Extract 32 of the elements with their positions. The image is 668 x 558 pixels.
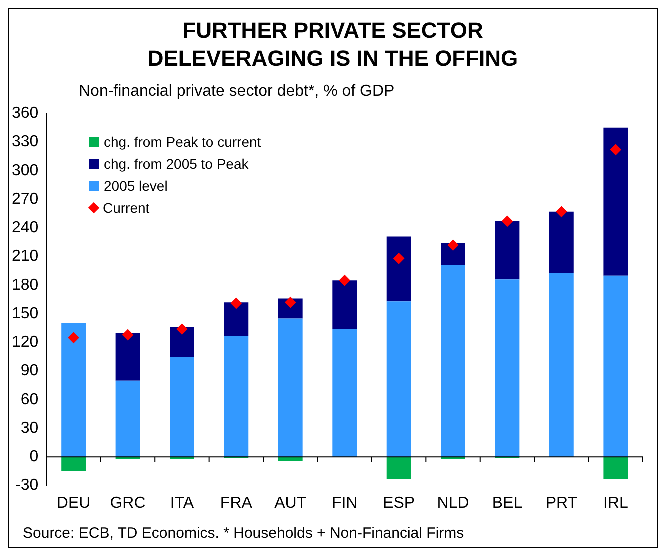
legend-label: chg. from 2005 to Peak — [104, 156, 249, 172]
y-tick-label: 270 — [12, 190, 39, 208]
y-tick-label: 30 — [20, 420, 39, 437]
legend-label: 2005 level — [104, 178, 168, 194]
x-tick-label: ESP — [383, 494, 416, 512]
y-tick-label: 210 — [12, 248, 39, 266]
y-tick-label: 60 — [20, 391, 39, 408]
legend-label: Current — [103, 200, 150, 216]
chart-title: FURTHER PRIVATE SECTOR DELEVERAGING IS IN THE OFFING — [146, 17, 520, 73]
y-tick-label: 300 — [12, 162, 39, 180]
x-tick-label: FRA — [220, 494, 253, 512]
legend-label: chg. from Peak to current — [104, 134, 262, 150]
source-note: Source: ECB, TD Economics. * Households + Non-Financial Firms — [23, 525, 466, 542]
x-tick-label: PRT — [546, 494, 578, 512]
y-tick-label: 180 — [12, 276, 39, 294]
x-tick-label: FIN — [332, 494, 358, 512]
y-tick-label: -30 — [16, 477, 39, 494]
x-tick-label: AUT — [274, 494, 307, 512]
x-tick-label: GRC — [110, 494, 146, 512]
y-tick-label: 360 — [12, 105, 39, 122]
y-tick-label: 0 — [30, 448, 39, 466]
chart-subtitle: Non-financial private sector debt*, % of GDP — [79, 83, 396, 101]
y-tick-label: 240 — [12, 220, 39, 237]
y-tick-label: 330 — [12, 134, 39, 151]
x-tick-label: BEL — [492, 494, 523, 512]
x-tick-label: DEU — [56, 494, 91, 512]
x-tick-label: IRL — [603, 494, 628, 512]
y-tick-label: 90 — [20, 362, 39, 380]
x-tick-label: ITA — [170, 494, 194, 512]
x-tick-label: NLD — [437, 494, 470, 512]
y-tick-label: 120 — [12, 334, 39, 352]
y-tick-label: 150 — [12, 305, 39, 322]
